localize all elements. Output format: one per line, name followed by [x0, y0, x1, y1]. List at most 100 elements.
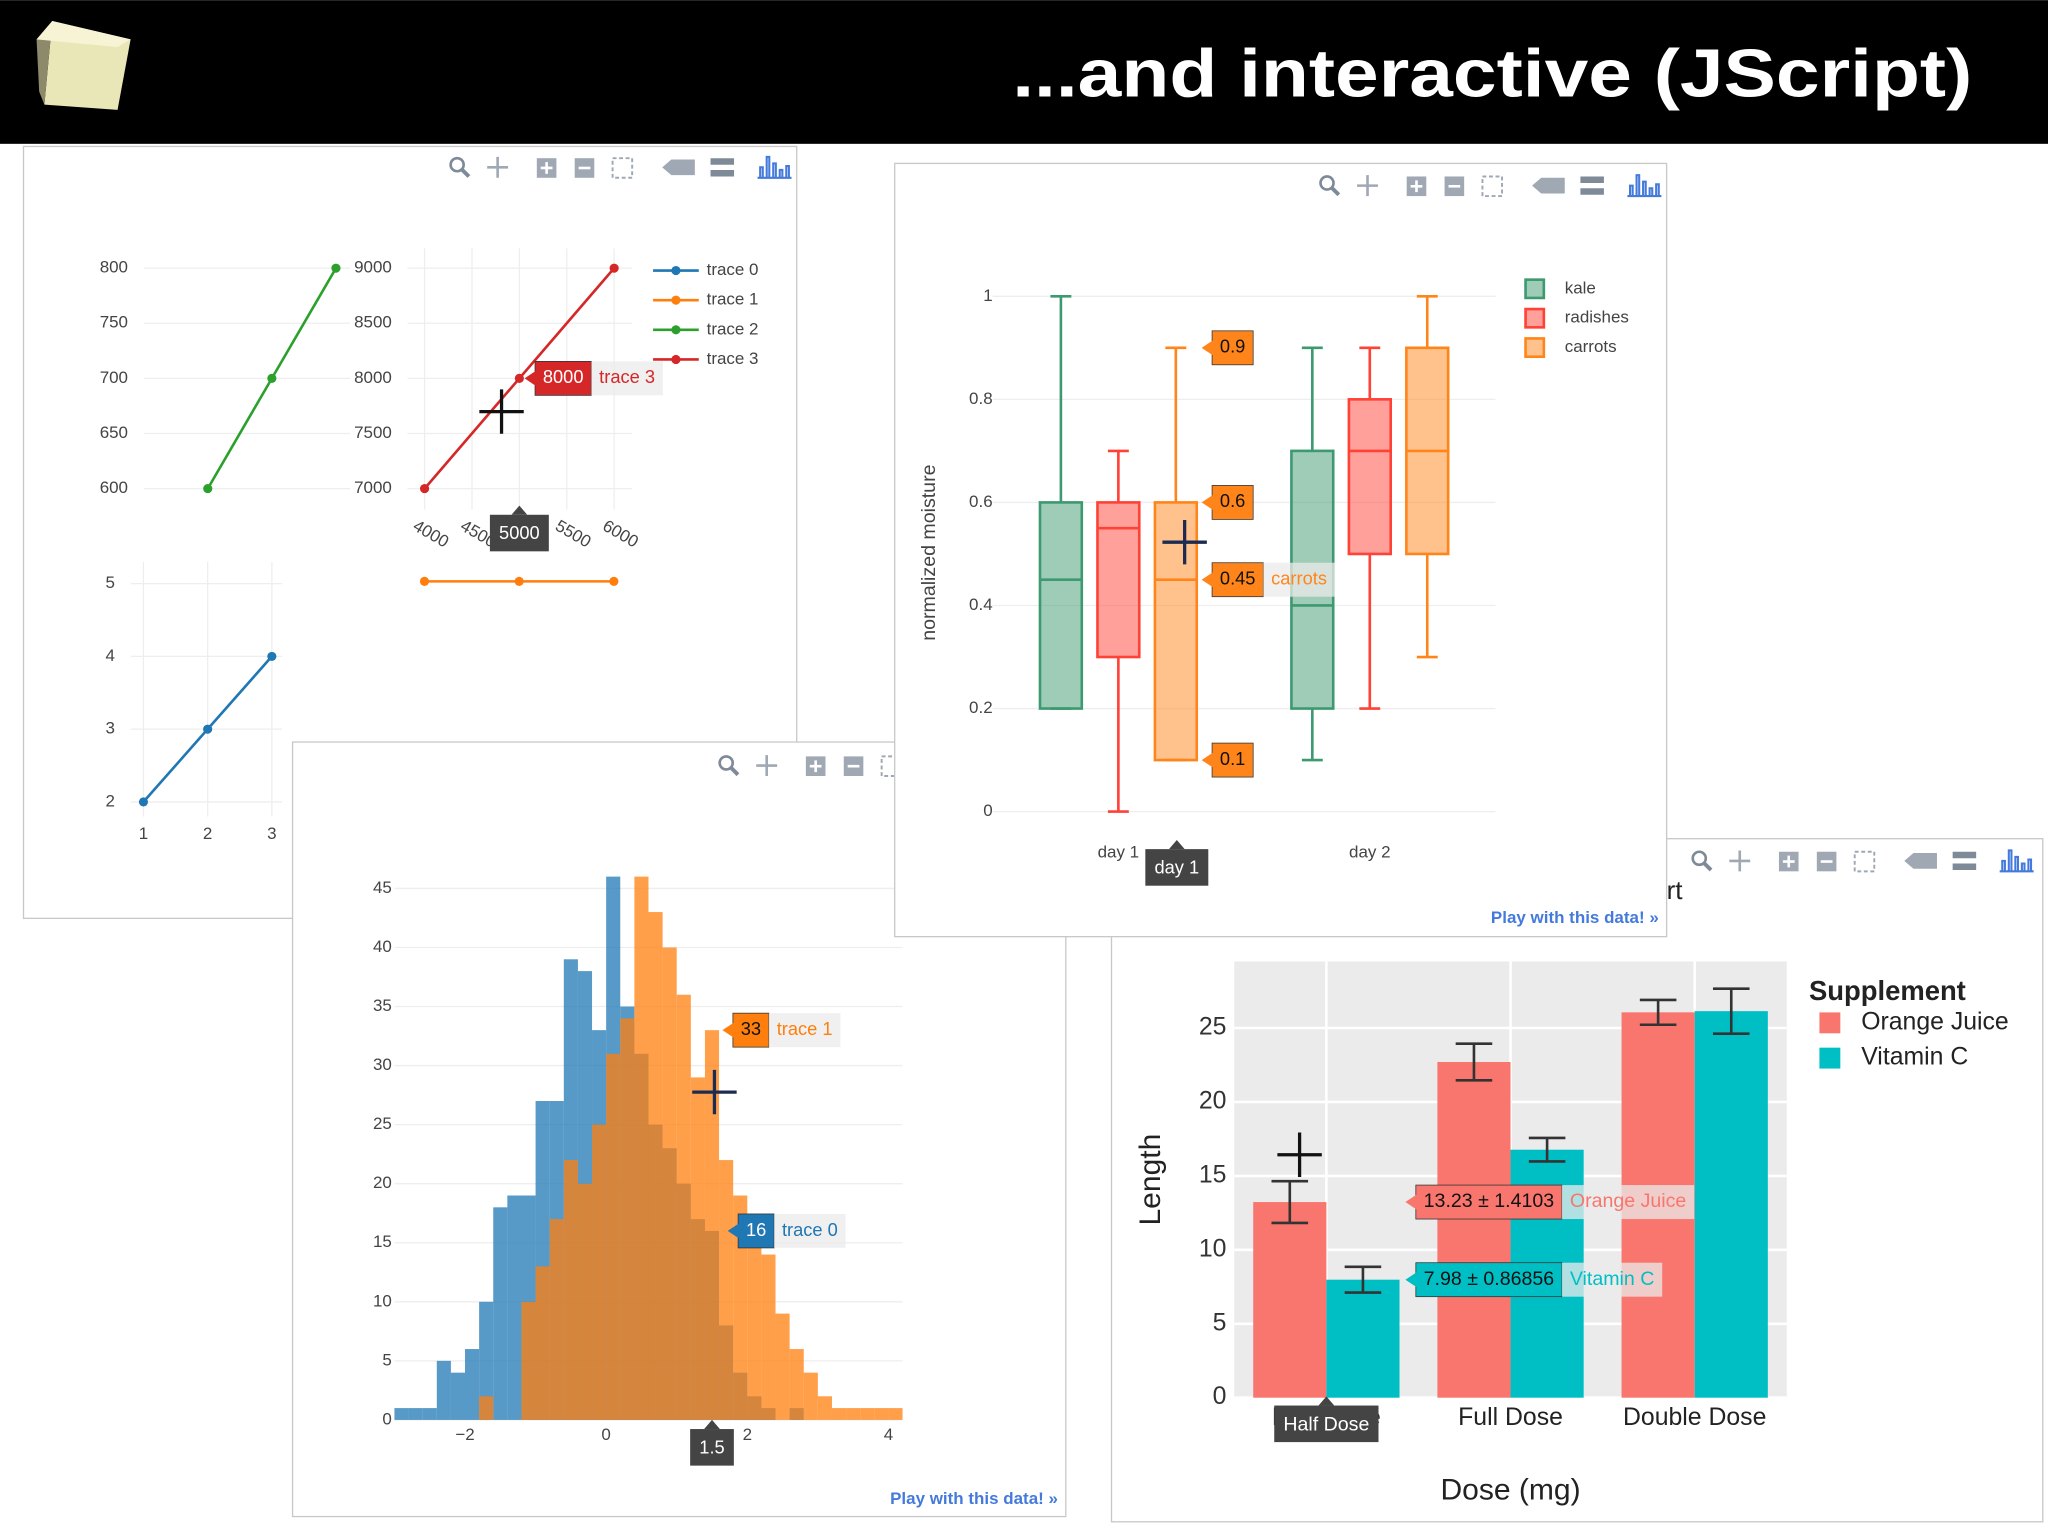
error-bar — [1639, 998, 1677, 1027]
bar — [1253, 1202, 1327, 1398]
error-bar — [1271, 1179, 1309, 1225]
toolbar-icon[interactable] — [662, 159, 695, 176]
toolbar-icon[interactable] — [1319, 175, 1335, 191]
play-link[interactable]: Play with this data! » — [890, 1489, 1058, 1508]
x-tick-label: 2 — [203, 824, 212, 843]
y-tick-label: 5 — [382, 1350, 391, 1369]
hover-name: trace 1 — [777, 1018, 833, 1039]
hover-label-box — [1211, 742, 1254, 778]
hover-label: 16 — [746, 1219, 766, 1240]
toolbar-icon[interactable] — [1952, 851, 1977, 871]
toolbar-icon[interactable] — [1853, 850, 1876, 873]
cube-face — [36, 21, 131, 48]
cursor — [1277, 1132, 1322, 1177]
toolbar-icon[interactable] — [1580, 176, 1604, 195]
legend-marker — [671, 325, 681, 335]
toolbar-icon[interactable] — [449, 156, 465, 173]
play-link[interactable]: Play with this data! » — [1491, 908, 1659, 927]
legend-swatch — [1524, 307, 1546, 329]
histogram-bar — [662, 947, 677, 1420]
y-tick-label: 0.8 — [969, 389, 993, 408]
title-banner — [0, 0, 2048, 144]
error-bar — [1455, 1042, 1493, 1082]
histogram-bar — [860, 1408, 875, 1420]
series-point — [514, 373, 524, 383]
legend-marker — [671, 354, 681, 365]
series-point — [420, 484, 430, 494]
toolbar-icon[interactable] — [540, 162, 553, 174]
histogram-bar — [789, 1349, 804, 1420]
hover-x-box — [1274, 1405, 1379, 1443]
bar — [1694, 1011, 1768, 1398]
hover-name-box — [1562, 1185, 1695, 1220]
hover-x-box — [690, 1429, 734, 1466]
toolbar-icon[interactable] — [1481, 175, 1504, 198]
histogram-bar — [704, 1030, 720, 1420]
series-point — [138, 797, 149, 807]
toolbar-icon[interactable] — [1703, 862, 1713, 872]
box-whisker-upper — [1416, 294, 1438, 348]
histogram-bar — [775, 1313, 790, 1420]
legend-swatch — [1524, 278, 1546, 300]
x-tick-label: Double Dose — [1623, 1404, 1766, 1431]
chart-title: rt — [1667, 875, 1684, 905]
toolbar-icon[interactable] — [1729, 850, 1751, 872]
hover-label: 8000 — [543, 366, 584, 387]
toolbar-icon[interactable] — [809, 760, 822, 773]
cursor — [692, 1069, 737, 1115]
hover-label-pointer — [1201, 494, 1214, 511]
histogram-bar — [648, 912, 663, 1420]
histogram-bar — [831, 1408, 847, 1420]
hover-x-pointer — [511, 505, 528, 515]
hover-x-box — [489, 514, 549, 552]
hover-name-box — [591, 361, 663, 396]
cube-logo — [36, 21, 131, 110]
histogram-bar — [465, 1349, 480, 1420]
series-point — [514, 576, 524, 586]
toolbar-icon[interactable] — [611, 157, 634, 179]
toolbar-icon[interactable] — [1410, 180, 1423, 193]
toolbar-icon[interactable] — [718, 755, 735, 771]
toolbar-icon[interactable] — [730, 766, 740, 777]
toolbar-icon[interactable] — [1999, 849, 2034, 873]
histogram-bar — [846, 1408, 861, 1420]
y-tick-label: 8500 — [354, 313, 392, 332]
series-point — [609, 263, 619, 273]
toolbar-icon[interactable] — [1627, 174, 1662, 198]
toolbar-icon[interactable] — [756, 755, 778, 776]
hover-x-label: day 1 — [1154, 857, 1199, 878]
series-point — [331, 263, 341, 273]
toolbar-icon[interactable] — [1532, 177, 1565, 194]
toolbar-icon[interactable] — [487, 156, 509, 178]
y-tick-label: 5 — [1213, 1309, 1227, 1336]
histogram-bar — [408, 1408, 423, 1420]
toolbar-icon[interactable] — [1357, 175, 1378, 197]
hover-name-box — [774, 1213, 846, 1248]
toolbar-icon[interactable] — [757, 155, 792, 179]
box-whisker-upper — [1301, 346, 1323, 451]
legend-title: Supplement — [1809, 975, 1966, 1006]
hover-label: 7.98 ± 0.86856 — [1424, 1268, 1555, 1290]
hover-x-label: 5000 — [499, 522, 540, 543]
y-tick-label: 8000 — [354, 368, 392, 387]
histogram-bar — [577, 1183, 593, 1420]
box-whisker-lower — [1107, 657, 1129, 813]
box-whisker-upper — [1107, 449, 1129, 503]
hover-name-box — [1562, 1262, 1663, 1297]
toolbar-icon[interactable] — [1782, 855, 1795, 868]
hover-x-pointer — [704, 1419, 720, 1430]
legend-label: trace 3 — [707, 349, 759, 368]
toolbar-icon[interactable] — [1330, 186, 1341, 197]
toolbar-icon[interactable] — [1691, 850, 1708, 867]
toolbar-icon[interactable] — [1904, 853, 1937, 869]
y-tick-label: 10 — [1199, 1235, 1227, 1262]
chart-box: 0 0.2 0.4 0.6 0.8 1 normalized moisture day 1 da… — [894, 162, 1668, 938]
series-point — [267, 373, 277, 383]
toolbar-icon[interactable] — [710, 158, 735, 177]
y-tick-label: 0.6 — [969, 492, 993, 511]
x-tick-label: day 1 — [1098, 843, 1140, 862]
legend-label: radishes — [1565, 308, 1629, 327]
toolbar-icon[interactable] — [460, 168, 471, 178]
hover-x-label: 1.5 — [699, 1436, 724, 1457]
